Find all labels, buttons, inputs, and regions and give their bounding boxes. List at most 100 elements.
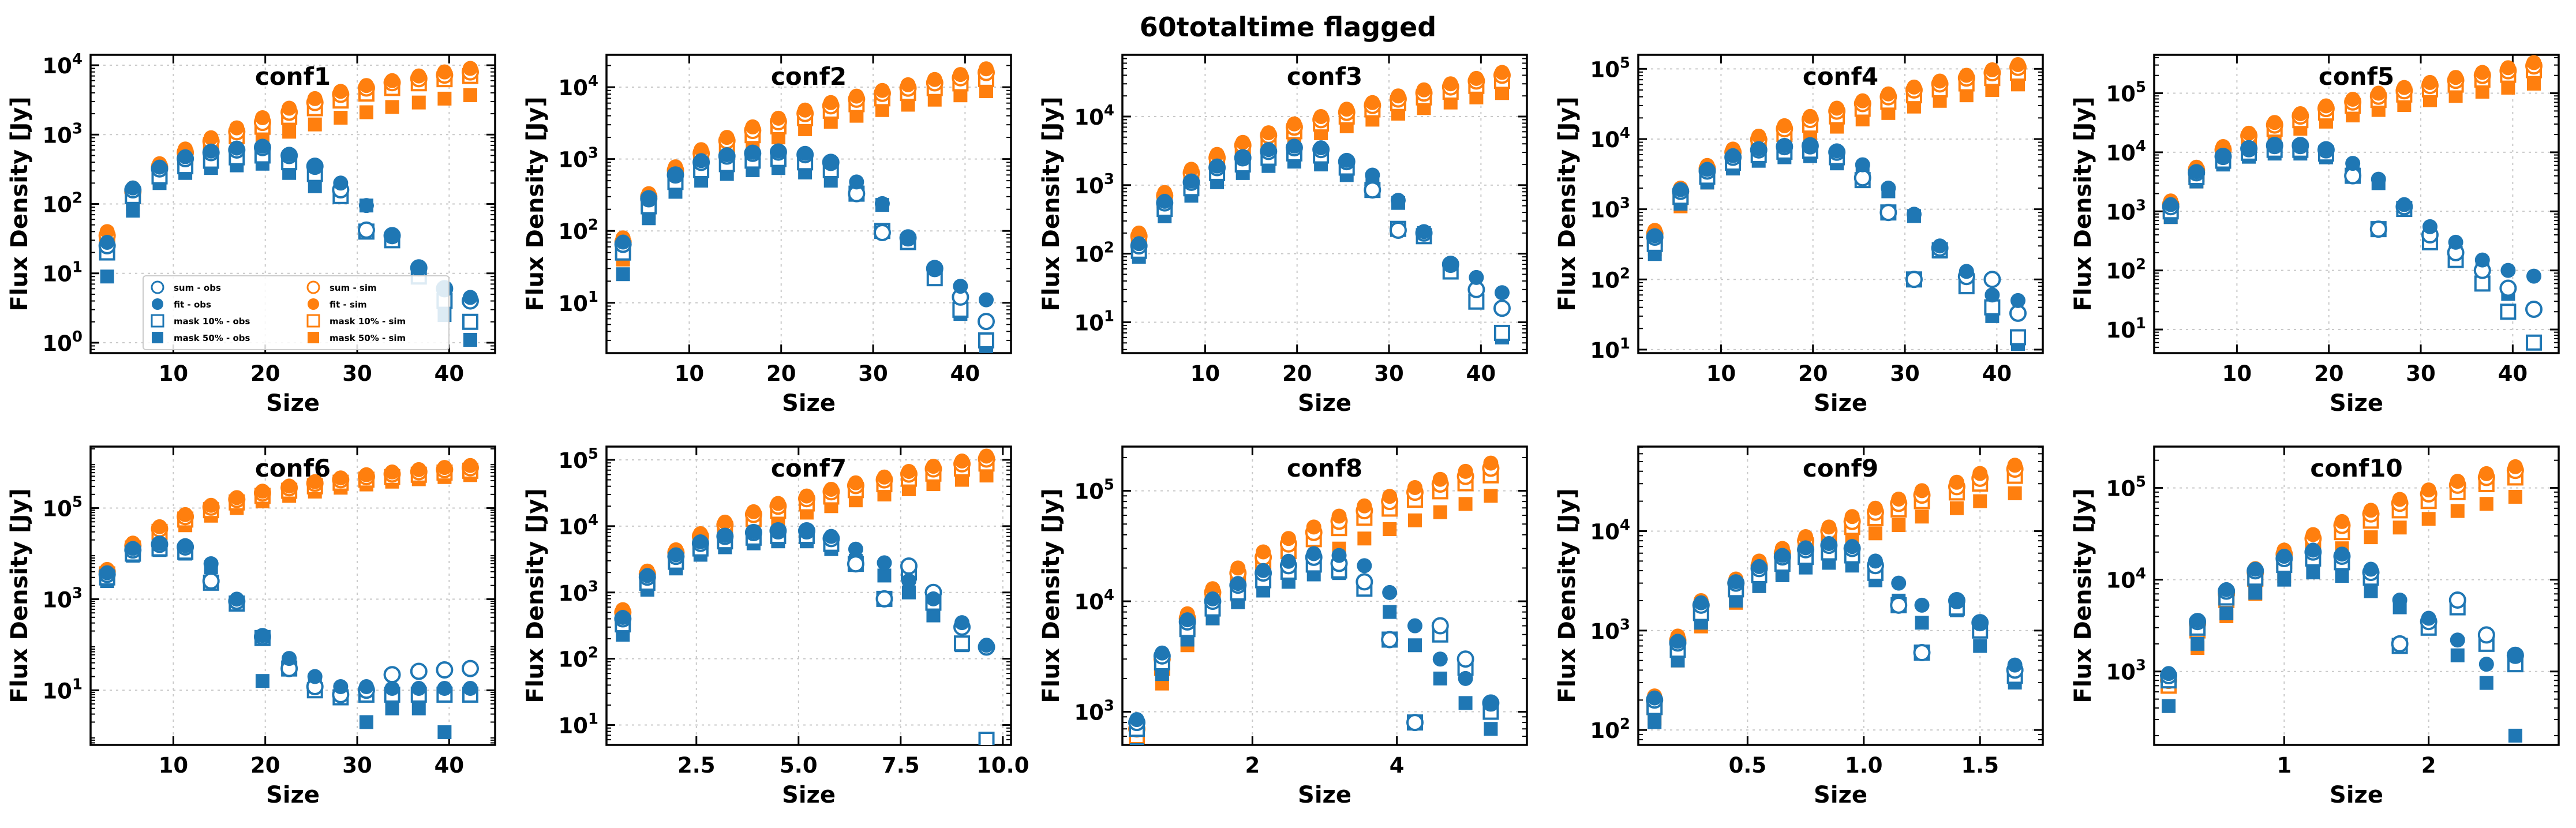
point-fit-sim xyxy=(2363,503,2379,518)
point-fit-obs xyxy=(927,261,942,276)
point-mask-50-sim xyxy=(2008,486,2022,500)
x-tick-label: 30 xyxy=(1374,361,1404,386)
point-mask-50-obs xyxy=(359,715,373,729)
x-tick-label: 5.0 xyxy=(780,753,818,778)
x-tick-label: 2 xyxy=(1245,753,1260,778)
point-fit-sim xyxy=(1407,479,1422,495)
point-fit-obs xyxy=(1432,651,1448,667)
point-fit-sim xyxy=(1357,498,1372,514)
x-axis-label: Size xyxy=(782,390,836,417)
y-tick-label: 103 xyxy=(42,585,83,612)
point-fit-obs xyxy=(1210,158,1225,174)
point-fit-obs xyxy=(1777,138,1792,153)
point-fit-sim xyxy=(1844,509,1860,524)
point-fit-obs xyxy=(178,149,193,164)
y-tick-label: 104 xyxy=(2106,565,2146,593)
point-sum-obs xyxy=(1406,714,1424,732)
point-fit-sim xyxy=(384,73,400,88)
point-fit-sim xyxy=(770,496,786,511)
point-mask-50-sim xyxy=(1868,526,1882,541)
point-fit-obs xyxy=(1855,157,1870,173)
point-fit-sim xyxy=(1131,225,1147,241)
point-fit-sim xyxy=(152,519,167,534)
y-tick-label: 104 xyxy=(1590,516,1630,544)
legend-label: mask 10% - obs xyxy=(174,316,250,327)
point-fit-sim xyxy=(1906,79,1922,95)
axes-frame xyxy=(89,445,496,746)
point-fit-sim xyxy=(2293,106,2308,122)
point-fit-sim xyxy=(229,490,245,505)
point-sum-obs xyxy=(410,662,428,680)
legend-marker-2 xyxy=(151,314,164,328)
point-fit-sim xyxy=(900,77,916,92)
point-fit-sim xyxy=(926,459,941,474)
point-fit-sim xyxy=(2422,74,2438,90)
point-mask-50-obs xyxy=(126,204,140,218)
panel-title: conf8 xyxy=(1287,454,1362,482)
point-fit-obs xyxy=(1256,563,1271,578)
x-tick-label: 1.0 xyxy=(1845,753,1883,778)
y-tick-label: 102 xyxy=(1590,265,1630,293)
point-fit-sim xyxy=(797,102,813,118)
point-fit-sim xyxy=(1751,128,1766,144)
point-fit-obs xyxy=(2241,140,2257,155)
x-tick-label: 20 xyxy=(1798,361,1828,386)
legend-label: mask 50% - obs xyxy=(174,333,250,343)
point-fit-obs xyxy=(848,541,863,557)
point-sum-obs xyxy=(357,221,375,239)
point-fit-obs xyxy=(2422,219,2438,234)
point-sum-obs xyxy=(1356,573,1373,591)
y-axis-label: Flux Density [Jy] xyxy=(1554,96,1581,311)
point-fit-sim xyxy=(1777,118,1792,133)
point-mask-50-sim xyxy=(2479,497,2493,511)
point-mask-50-obs xyxy=(385,701,399,715)
point-fit-sim xyxy=(1365,95,1380,110)
x-axis-label: Size xyxy=(1814,390,1867,417)
point-fit-obs xyxy=(2474,252,2490,268)
point-sum-obs xyxy=(875,590,893,608)
panel-conf5: 10 20 30 40 101 102 103 104 105 Size Flux Density … xyxy=(2070,54,2560,417)
point-fit-sim xyxy=(1494,65,1510,80)
point-fit-sim xyxy=(2421,482,2436,498)
point-fit-obs xyxy=(823,529,839,544)
point-fit-sim xyxy=(848,475,863,490)
point-fit-obs xyxy=(694,153,709,168)
y-axis-label: Flux Density [Jy] xyxy=(6,488,33,703)
point-fit-sim xyxy=(1891,491,1907,507)
point-fit-sim xyxy=(1483,455,1499,471)
point-fit-obs xyxy=(1798,540,1814,556)
point-mask-50-sim xyxy=(334,111,348,125)
y-tick-label: 101 xyxy=(1590,335,1630,363)
panel-conf4: 10 20 30 40 101 102 103 104 105 Size Flux Density … xyxy=(1554,54,2044,417)
point-fit-sim xyxy=(437,64,452,80)
point-fit-sim xyxy=(901,463,916,479)
point-sum-obs xyxy=(1364,181,1381,199)
point-fit-sim xyxy=(1390,88,1406,104)
y-axis-label: Flux Density [Jy] xyxy=(6,96,33,311)
point-fit-sim xyxy=(2526,55,2541,70)
axes-frame xyxy=(1121,54,1528,354)
point-fit-obs xyxy=(717,527,733,543)
x-tick-label: 10 xyxy=(1706,361,1736,386)
point-fit-obs xyxy=(2293,137,2308,152)
point-fit-sim xyxy=(462,458,478,473)
point-mask-10-obs xyxy=(978,732,995,745)
point-fit-obs xyxy=(770,143,786,159)
y-axis-label: Flux Density [Jy] xyxy=(1554,488,1581,703)
point-fit-sim xyxy=(1802,108,1818,124)
point-fit-sim xyxy=(877,469,892,485)
x-axis-label: Size xyxy=(1298,390,1351,417)
point-fit-obs xyxy=(1829,143,1845,159)
legend-label: sum - obs xyxy=(174,283,221,293)
point-fit-obs xyxy=(462,681,478,696)
point-fit-obs xyxy=(125,180,141,196)
point-mask-50-sim xyxy=(1433,505,1447,519)
point-fit-sim xyxy=(1972,466,1988,481)
data-points xyxy=(98,61,479,347)
y-tick-label: 102 xyxy=(558,645,598,672)
point-fit-obs xyxy=(1407,618,1422,634)
point-mask-50-sim xyxy=(1949,501,1964,515)
point-mask-50-sim xyxy=(1458,497,1473,511)
point-fit-sim xyxy=(178,507,193,522)
